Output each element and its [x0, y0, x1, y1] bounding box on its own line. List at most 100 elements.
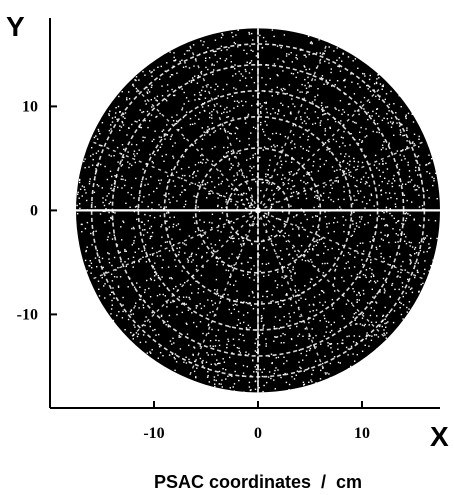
hit-speckle: [201, 243, 203, 245]
hit-speckle: [172, 301, 174, 303]
hit-speckle: [219, 218, 221, 220]
hit-speckle: [284, 333, 286, 336]
hit-speckle: [161, 267, 163, 269]
hit-speckle: [267, 211, 270, 214]
hit-speckle: [426, 189, 428, 191]
hit-speckle: [276, 174, 279, 176]
hit-speckle: [377, 336, 380, 338]
hit-speckle: [261, 182, 263, 184]
hit-speckle: [262, 390, 264, 393]
hit-speckle: [84, 158, 86, 160]
hit-speckle: [328, 343, 331, 345]
hit-speckle: [395, 206, 397, 208]
hit-speckle: [251, 167, 253, 169]
hit-speckle: [233, 390, 236, 392]
hit-speckle: [399, 307, 401, 309]
hit-speckle: [198, 91, 201, 94]
hit-speckle: [219, 257, 221, 259]
hit-speckle: [145, 261, 148, 263]
hit-speckle: [366, 113, 368, 115]
hit-speckle: [387, 234, 389, 236]
hit-speckle: [342, 224, 345, 226]
hit-speckle: [315, 346, 317, 348]
hit-speckle: [243, 192, 245, 195]
hit-speckle: [367, 176, 370, 179]
hit-speckle: [363, 325, 365, 327]
hit-speckle: [206, 252, 208, 254]
hit-speckle: [290, 275, 292, 277]
hit-speckle: [254, 380, 257, 382]
hit-speckle: [408, 170, 411, 172]
hit-speckle: [121, 144, 124, 146]
hit-speckle: [83, 160, 85, 163]
hit-speckle: [166, 302, 168, 304]
hit-speckle: [400, 302, 402, 305]
hit-speckle: [88, 180, 91, 183]
hit-speckle: [345, 346, 348, 349]
hit-speckle: [205, 361, 208, 363]
hit-speckle: [172, 180, 175, 182]
hit-speckle: [228, 185, 230, 187]
hit-speckle: [158, 136, 161, 138]
hit-speckle: [236, 257, 239, 260]
hit-speckle: [386, 225, 389, 227]
hit-speckle: [295, 56, 297, 59]
hit-speckle: [130, 331, 132, 334]
hit-speckle: [158, 333, 160, 336]
hit-speckle: [269, 199, 272, 202]
hit-speckle: [343, 170, 346, 172]
hit-speckle: [196, 265, 198, 267]
hit-speckle: [313, 245, 315, 247]
hit-speckle: [408, 308, 410, 310]
hit-speckle: [215, 379, 217, 382]
hit-speckle: [150, 176, 152, 178]
hit-speckle: [341, 315, 343, 317]
hit-speckle: [319, 52, 321, 54]
hit-speckle: [355, 312, 357, 314]
hit-speckle: [355, 342, 358, 344]
hit-speckle: [350, 73, 352, 75]
hit-speckle: [291, 376, 293, 378]
hit-speckle: [350, 324, 352, 326]
hit-speckle: [306, 116, 308, 118]
hit-speckle: [255, 181, 257, 183]
hit-speckle: [421, 205, 424, 207]
hit-speckle: [358, 110, 360, 112]
hit-speckle: [301, 83, 303, 86]
hit-speckle: [283, 277, 285, 279]
hit-speckle: [309, 347, 312, 350]
hit-speckle: [110, 128, 112, 130]
hit-speckle: [241, 174, 243, 176]
hit-speckle: [385, 162, 387, 164]
hit-speckle: [258, 92, 260, 94]
hit-speckle: [292, 257, 294, 259]
hit-speckle: [275, 357, 277, 359]
hit-speckle: [151, 201, 153, 204]
hit-speckle: [234, 156, 236, 158]
hit-speckle: [179, 336, 182, 338]
hit-speckle: [407, 278, 409, 281]
hit-speckle: [149, 296, 152, 298]
hit-speckle: [242, 75, 244, 77]
hit-speckle: [187, 309, 190, 311]
hit-speckle: [317, 170, 320, 172]
hit-speckle: [229, 110, 231, 112]
hit-speckle: [317, 88, 319, 90]
hit-speckle: [391, 185, 394, 188]
hit-speckle: [292, 247, 294, 249]
hit-speckle: [192, 176, 194, 179]
hit-speckle: [309, 42, 312, 44]
hit-speckle: [283, 114, 285, 117]
hit-speckle: [406, 306, 408, 309]
hit-speckle: [429, 162, 431, 164]
hit-speckle: [258, 387, 260, 389]
hit-speckle: [314, 79, 316, 81]
hit-speckle: [169, 340, 172, 342]
hit-speckle: [248, 295, 250, 297]
hit-speckle: [207, 371, 209, 373]
hit-speckle: [181, 303, 183, 305]
hit-speckle: [245, 85, 248, 87]
hit-speckle: [135, 144, 138, 146]
hit-speckle: [365, 338, 367, 340]
hit-speckle: [98, 144, 101, 146]
